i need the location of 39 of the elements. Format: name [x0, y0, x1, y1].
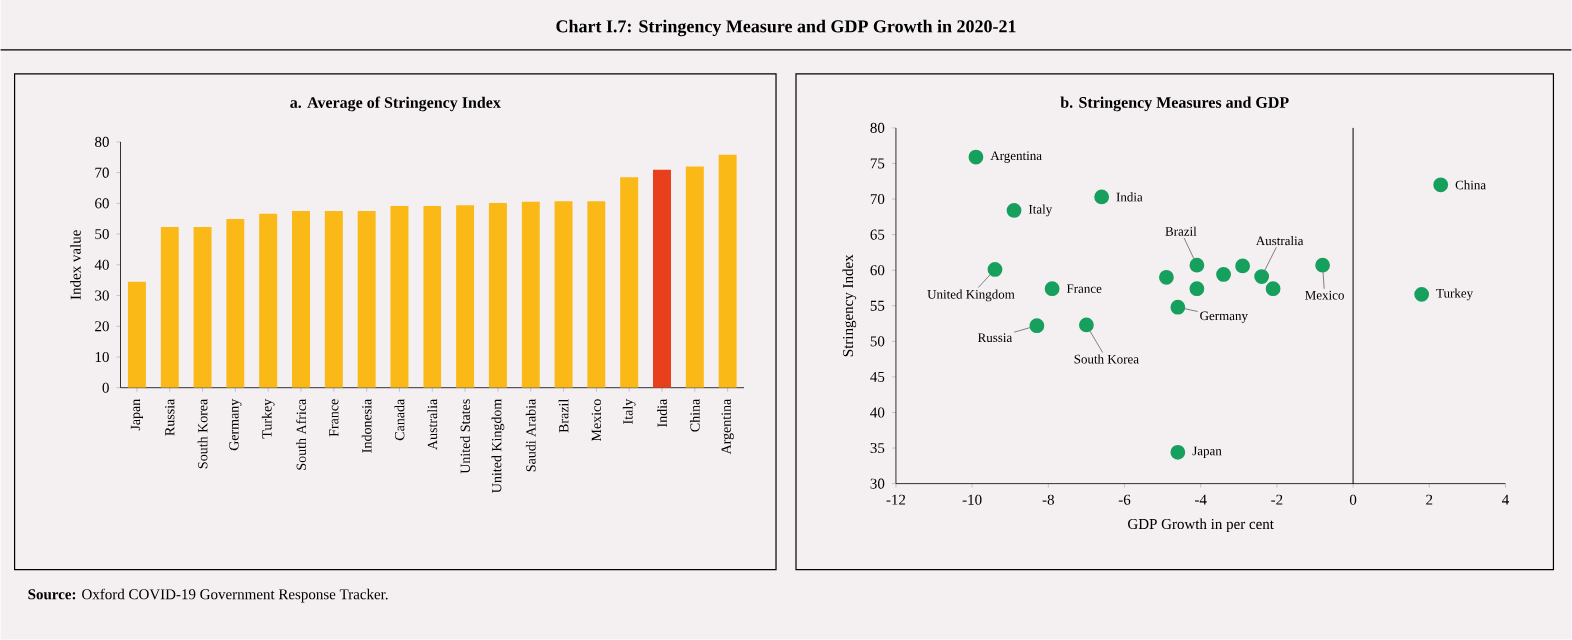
bar [259, 214, 278, 388]
bar [324, 211, 343, 388]
point [1079, 317, 1094, 333]
point [968, 149, 984, 165]
bar [685, 166, 704, 388]
bar [620, 177, 639, 388]
point [1235, 258, 1250, 274]
bar [390, 206, 409, 388]
point [1315, 258, 1330, 273]
point [1216, 267, 1231, 283]
point [1189, 258, 1205, 273]
bar [554, 201, 573, 388]
point [1265, 281, 1281, 297]
point [1170, 445, 1186, 460]
point [1433, 177, 1449, 193]
point [1029, 318, 1045, 334]
bar [226, 219, 245, 388]
bar [292, 211, 310, 388]
bar [587, 201, 606, 388]
bar [718, 154, 737, 388]
point [1006, 203, 1022, 219]
bar [423, 206, 442, 388]
bar [456, 205, 475, 388]
bar [193, 227, 212, 388]
point [1189, 281, 1205, 297]
bar [488, 203, 507, 388]
bar [357, 211, 376, 388]
bar [160, 227, 179, 388]
bar [521, 202, 540, 388]
text: Chart I.7: Stringency Measure and GDP Growth in 2020-21 [556, 19, 1016, 37]
point [1170, 300, 1186, 315]
bar [653, 170, 671, 388]
point [1094, 189, 1110, 205]
point [1414, 287, 1430, 303]
point [1254, 269, 1270, 285]
point [1044, 281, 1060, 297]
bar [127, 281, 146, 388]
point [1159, 270, 1174, 285]
point [987, 262, 1003, 278]
